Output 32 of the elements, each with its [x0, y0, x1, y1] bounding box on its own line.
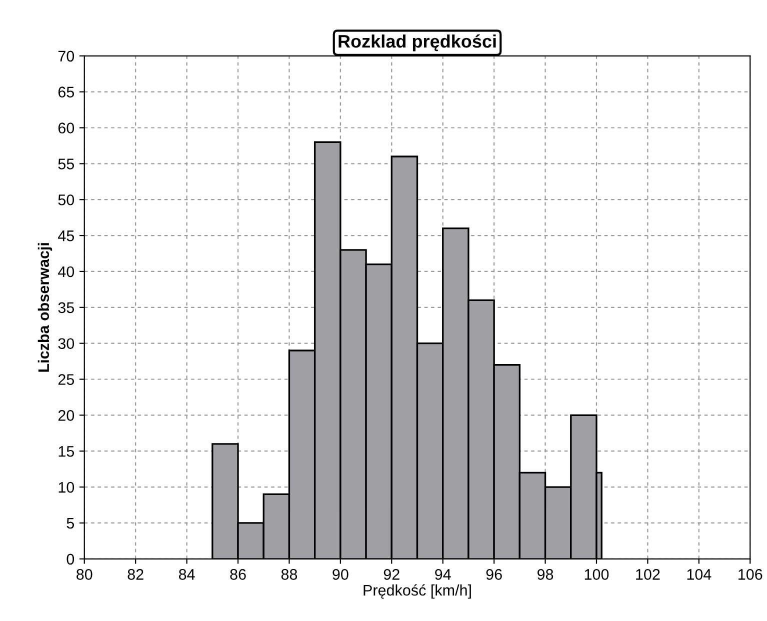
x-tick-label: 94 [435, 569, 451, 580]
y-axis-title: Liczba obserwacji [38, 243, 52, 372]
chart-title: Rozklad prędkości [338, 34, 496, 52]
x-tick-label: 102 [636, 569, 660, 580]
x-tick-label: 106 [738, 569, 762, 580]
x-tick-label: 92 [384, 569, 400, 580]
x-tick-label: 88 [281, 569, 298, 580]
x-tick-label: 104 [687, 569, 712, 580]
y-tick-label: 30 [58, 338, 74, 350]
y-tick-label: 15 [58, 446, 74, 457]
x-tick-label: 100 [584, 569, 609, 580]
y-tick-label: 60 [58, 122, 74, 134]
y-tick-label: 0 [66, 554, 74, 565]
y-tick-label: 45 [58, 230, 74, 242]
y-tick-label: 50 [58, 194, 74, 206]
y-tick-label: 70 [58, 50, 74, 62]
x-tick-label: 86 [230, 569, 246, 580]
x-tick-label: 90 [332, 569, 348, 580]
y-tick-label: 5 [66, 518, 74, 529]
y-tick-label: 55 [58, 158, 74, 170]
x-tick-label: 80 [76, 569, 92, 580]
y-tick-label: 25 [58, 374, 74, 385]
x-tick-label: 98 [538, 569, 554, 580]
y-tick-label: 35 [58, 302, 74, 314]
y-tick-label: 40 [58, 266, 74, 278]
x-axis-title: Prędkość [km/h] [364, 584, 471, 599]
x-tick-label: 84 [178, 569, 195, 580]
y-tick-label: 20 [58, 410, 74, 421]
y-tick-label: 65 [58, 86, 74, 98]
x-tick-label: 82 [128, 569, 144, 580]
y-tick-label: 10 [58, 482, 74, 493]
x-tick-label: 96 [486, 569, 502, 580]
